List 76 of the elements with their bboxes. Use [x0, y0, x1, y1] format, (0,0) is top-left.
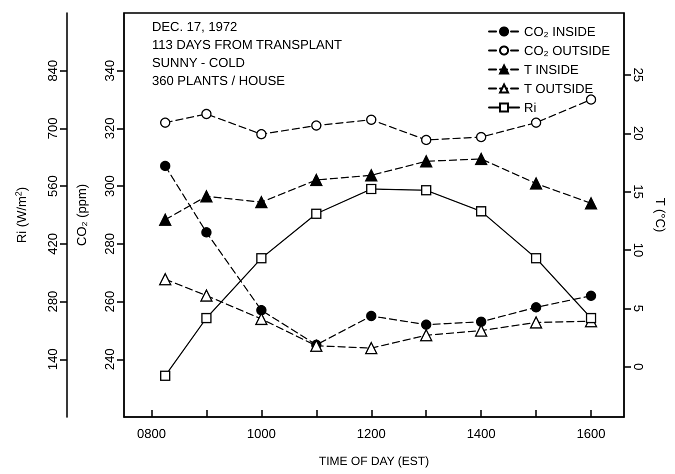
y3-tick-label: 10: [631, 242, 646, 258]
y3-axis-title: T (°C): [653, 198, 668, 232]
point: [420, 155, 432, 168]
y-tick-label: 840: [45, 60, 60, 82]
legend-label: T OUTSIDE: [524, 81, 594, 96]
y2-tick-label: 260: [102, 290, 117, 312]
point: [365, 342, 378, 354]
point: [201, 108, 212, 120]
point: [200, 289, 213, 302]
y2-axis-title: CO₂ (ppm): [74, 184, 89, 246]
point: [476, 206, 486, 216]
point: [365, 169, 378, 182]
y3-tick-label: 25: [631, 68, 646, 82]
point: [310, 174, 322, 186]
point: [586, 290, 596, 301]
point: [421, 134, 432, 146]
point: [160, 118, 170, 128]
point: [311, 120, 322, 131]
legend-label: CO₂ INSIDE: [524, 24, 596, 39]
legend-label: T INSIDE: [524, 62, 580, 77]
point: [584, 197, 598, 210]
annotation: DEC. 17, 1972: [152, 19, 238, 34]
point: [201, 227, 212, 238]
legend-label: CO₂ OUTSIDE: [524, 43, 610, 58]
y3-tick-label: 15: [631, 184, 646, 199]
y2-tick-label: 300: [102, 175, 117, 197]
x-tick-label: 0800: [137, 426, 166, 441]
y-tick-label: 560: [45, 175, 60, 197]
point: [160, 370, 170, 381]
annotation: SUNNY - COLD: [152, 55, 245, 70]
y2-tick-label: 320: [102, 118, 117, 140]
point: [159, 273, 172, 286]
y3-tick-label: 0: [631, 363, 646, 370]
x-tick-label: 1400: [466, 426, 496, 441]
point: [366, 310, 376, 322]
point: [476, 316, 486, 327]
point: [255, 196, 268, 208]
y2-tick-label: 280: [102, 233, 117, 255]
y3-tick-label: 20: [631, 126, 646, 140]
point: [530, 302, 542, 312]
point: [530, 118, 542, 128]
point: [421, 320, 432, 330]
point: [366, 184, 376, 194]
point: [530, 177, 542, 190]
y-tick-label: 140: [45, 348, 60, 370]
x-axis-title: TIME OF DAY (EST): [318, 454, 430, 468]
y-tick-label: 280: [45, 290, 60, 312]
point: [530, 253, 542, 264]
y-axis-title: Ri (W/m2): [14, 186, 29, 244]
point: [530, 316, 542, 329]
point: [256, 129, 267, 140]
y-tick-label: 700: [45, 118, 60, 140]
point: [256, 305, 267, 316]
y2-tick-label: 340: [102, 60, 117, 82]
point: [201, 312, 212, 324]
point: [311, 208, 322, 219]
y2-tick-label: 240: [102, 348, 117, 370]
y3-tick-label: 5: [631, 304, 646, 312]
point: [159, 214, 172, 226]
legend-label: Ri: [524, 100, 536, 115]
point: [160, 160, 170, 172]
x-tick-label: 1200: [356, 426, 386, 441]
point: [366, 114, 376, 125]
point: [256, 253, 267, 264]
x-tick-label: 1000: [246, 426, 276, 441]
point: [476, 132, 486, 142]
x-tick-label: 1600: [576, 426, 606, 441]
point: [586, 312, 596, 324]
annotation: 113 DAYS FROM TRANSPLANT: [152, 37, 342, 52]
point: [200, 190, 213, 202]
point: [474, 152, 488, 166]
point: [586, 94, 596, 105]
point: [421, 185, 432, 196]
point: [420, 329, 432, 342]
annotation: 360 PLANTS / HOUSE: [152, 73, 286, 88]
y-tick-label: 420: [45, 233, 60, 255]
